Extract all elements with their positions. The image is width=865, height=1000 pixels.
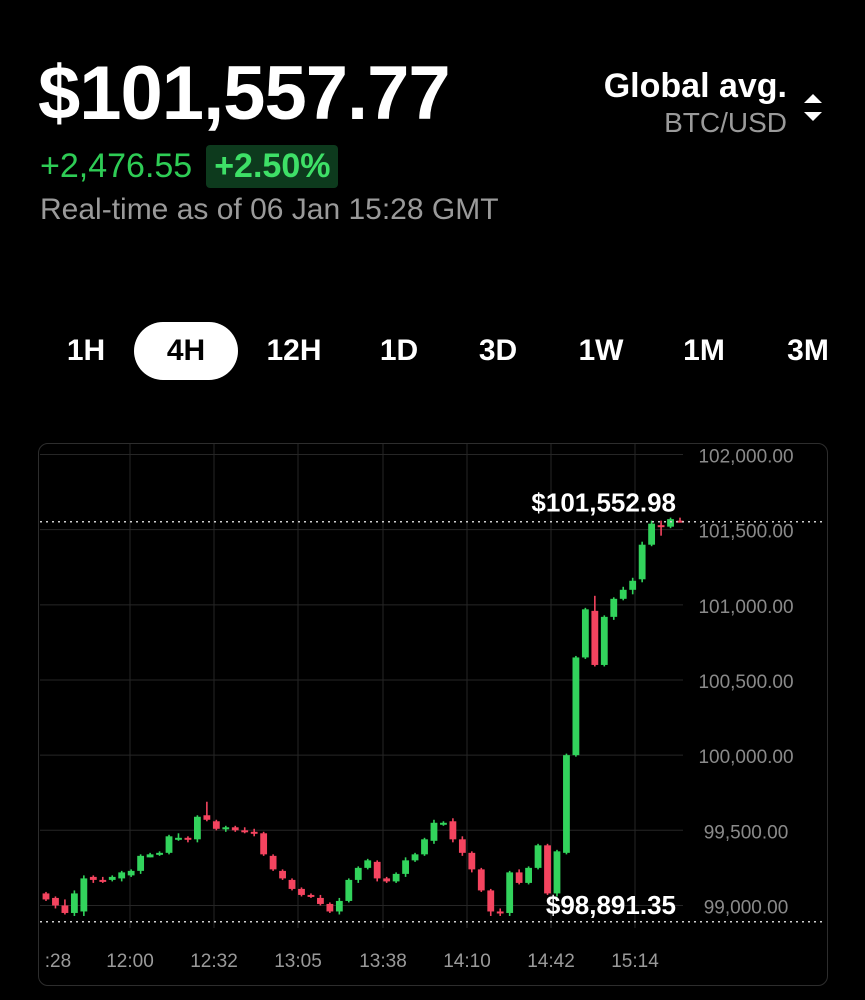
change-absolute: +2,476.55 — [40, 146, 193, 185]
range-tab-1w[interactable]: 1W — [578, 334, 624, 367]
pair-selector[interactable]: Global avg. BTC/USD — [604, 66, 825, 140]
range-tab-4h[interactable]: 4H — [134, 322, 238, 380]
time-range-tabs: 1H 4H 12H 1D 3D 1W 1M 3M — [0, 322, 865, 380]
range-tab-1d[interactable]: 1D — [379, 334, 419, 367]
sort-arrows-icon — [804, 94, 822, 121]
as-of-timestamp: Real-time as of 06 Jan 15:28 GMT — [40, 193, 499, 226]
pair-selector-pair: BTC/USD — [664, 107, 787, 138]
range-tab-12h[interactable]: 12H — [266, 334, 322, 367]
change-percent-badge: +2.50% — [206, 144, 339, 188]
range-tab-3d[interactable]: 3D — [478, 334, 518, 367]
range-tab-3m[interactable]: 3M — [787, 334, 829, 367]
change-row: +2,476.55 +2.50% — [40, 144, 339, 188]
price-display: $101,557.77 — [38, 51, 451, 136]
range-tab-1h[interactable]: 1H — [66, 334, 106, 367]
pair-selector-title: Global avg. — [603, 67, 787, 105]
range-tab-1m[interactable]: 1M — [683, 334, 725, 367]
price-chart[interactable] — [38, 443, 828, 986]
